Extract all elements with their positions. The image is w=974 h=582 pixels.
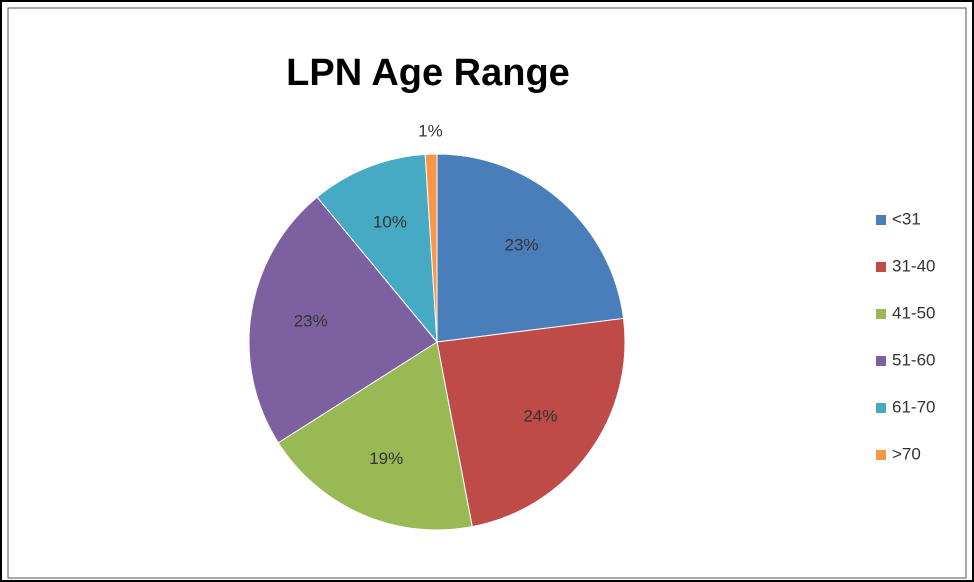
legend-swatch: [876, 262, 886, 272]
legend-swatch: [876, 403, 886, 413]
chart-title: LPN Age Range: [286, 52, 570, 94]
data-label: 23%: [505, 236, 539, 255]
pie-slice: [436, 153, 625, 343]
data-label: 10%: [373, 213, 407, 232]
legend-label: 31-40: [892, 256, 935, 275]
data-label: 19%: [369, 449, 403, 468]
legend-swatch: [876, 450, 886, 460]
legend-label: <31: [892, 209, 921, 228]
legend-label: >70: [892, 444, 921, 463]
inner-frame: [7, 7, 967, 579]
data-label: 23%: [294, 311, 328, 330]
legend-label: 51-60: [892, 350, 935, 369]
legend-swatch: [876, 215, 886, 225]
pie-slice: [277, 341, 473, 531]
pie-slice: [248, 196, 438, 444]
pie-slice: [436, 317, 626, 528]
legend-swatch: [876, 309, 886, 319]
legend-label: 61-70: [892, 397, 935, 416]
legend-label: 41-50: [892, 303, 935, 322]
legend-swatch: [876, 356, 886, 366]
pie-slice: [424, 153, 438, 343]
pie-slice: [316, 153, 438, 344]
data-label: 24%: [523, 407, 557, 426]
data-label: 1%: [418, 122, 443, 141]
